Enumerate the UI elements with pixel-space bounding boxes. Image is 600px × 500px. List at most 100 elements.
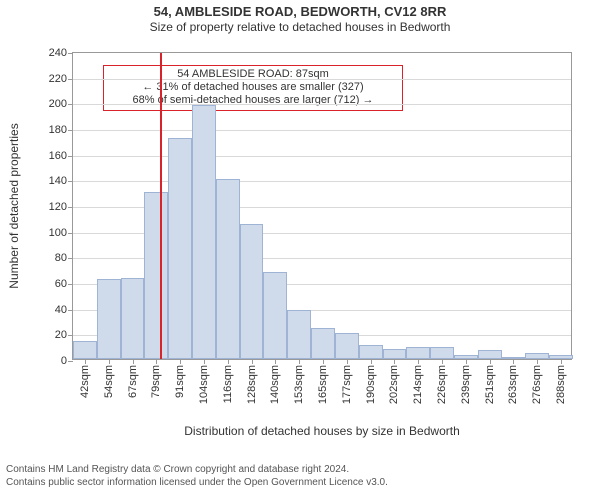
histogram-bar (192, 105, 216, 359)
x-tick-label: 177sqm (341, 365, 353, 404)
x-tick-mark (228, 359, 229, 364)
x-tick-label: 288sqm (555, 365, 567, 404)
gridline (73, 156, 571, 157)
gridline (73, 104, 571, 105)
y-tick-label: 80 (55, 252, 67, 264)
x-tick-label: 79sqm (150, 365, 162, 398)
y-tick-mark (68, 104, 73, 105)
y-tick-label: 20 (55, 329, 67, 341)
x-tick-mark (299, 359, 300, 364)
y-tick-label: 180 (49, 124, 67, 136)
x-tick-label: 239sqm (460, 365, 472, 404)
histogram-bar (168, 138, 192, 359)
y-tick-mark (68, 79, 73, 80)
x-tick-label: 276sqm (531, 365, 543, 404)
y-tick-label: 220 (49, 73, 67, 85)
x-tick-mark (323, 359, 324, 364)
x-tick-mark (418, 359, 419, 364)
x-tick-label: 153sqm (293, 365, 305, 404)
x-tick-label: 190sqm (365, 365, 377, 404)
x-tick-mark (109, 359, 110, 364)
y-tick-label: 40 (55, 304, 67, 316)
figure: { "title": "54, AMBLESIDE ROAD, BEDWORTH… (0, 0, 600, 500)
x-tick-label: 42sqm (79, 365, 91, 398)
y-tick-mark (68, 156, 73, 157)
y-tick-label: 240 (49, 47, 67, 59)
page-subtitle: Size of property relative to detached ho… (0, 20, 600, 35)
x-tick-label: 104sqm (198, 365, 210, 404)
histogram-bar (240, 224, 264, 359)
histogram-bar (287, 310, 311, 359)
x-tick-mark (371, 359, 372, 364)
histogram-bar (406, 347, 430, 359)
y-tick-mark (68, 361, 73, 362)
y-tick-label: 140 (49, 175, 67, 187)
x-tick-label: 128sqm (246, 365, 258, 404)
footer-line: Contains public sector information licen… (6, 477, 388, 490)
y-tick-label: 160 (49, 150, 67, 162)
histogram-plot: 54 AMBLESIDE ROAD: 87sqm← 31% of detache… (72, 52, 572, 360)
histogram-bar (478, 350, 502, 359)
x-tick-mark (85, 359, 86, 364)
histogram-bar (263, 272, 287, 359)
x-tick-label: 226sqm (436, 365, 448, 404)
y-tick-mark (68, 284, 73, 285)
histogram-bar (97, 279, 121, 359)
histogram-bar (311, 328, 335, 359)
gridline (73, 181, 571, 182)
x-tick-mark (133, 359, 134, 364)
x-tick-label: 165sqm (317, 365, 329, 404)
x-tick-mark (466, 359, 467, 364)
x-tick-mark (204, 359, 205, 364)
x-tick-label: 67sqm (127, 365, 139, 398)
histogram-bar (216, 179, 240, 359)
page-title: 54, AMBLESIDE ROAD, BEDWORTH, CV12 8RR (0, 0, 600, 20)
x-tick-mark (442, 359, 443, 364)
y-axis-label: Number of detached properties (7, 123, 21, 288)
x-axis-label: Distribution of detached houses by size … (72, 424, 572, 438)
x-tick-label: 91sqm (174, 365, 186, 398)
annotation-line: 68% of semi-detached houses are larger (… (110, 94, 396, 107)
histogram-bar (430, 347, 454, 359)
y-tick-label: 0 (61, 355, 67, 367)
y-tick-label: 120 (49, 201, 67, 213)
y-tick-mark (68, 335, 73, 336)
x-tick-mark (513, 359, 514, 364)
x-tick-mark (537, 359, 538, 364)
y-tick-mark (68, 310, 73, 311)
gridline (73, 79, 571, 80)
y-tick-mark (68, 207, 73, 208)
x-tick-label: 251sqm (484, 365, 496, 404)
y-tick-mark (68, 258, 73, 259)
gridline (73, 130, 571, 131)
y-tick-mark (68, 233, 73, 234)
annotation-line: ← 31% of detached houses are smaller (32… (110, 81, 396, 94)
x-tick-label: 140sqm (269, 365, 281, 404)
y-tick-mark (68, 53, 73, 54)
footer-line: Contains HM Land Registry data © Crown c… (6, 464, 388, 477)
y-tick-label: 60 (55, 278, 67, 290)
x-tick-mark (180, 359, 181, 364)
histogram-bar (73, 341, 97, 359)
x-tick-mark (156, 359, 157, 364)
x-tick-mark (252, 359, 253, 364)
x-tick-mark (561, 359, 562, 364)
x-tick-label: 263sqm (507, 365, 519, 404)
y-tick-mark (68, 130, 73, 131)
x-tick-mark (347, 359, 348, 364)
footer-attribution: Contains HM Land Registry data © Crown c… (6, 464, 388, 489)
x-tick-label: 202sqm (388, 365, 400, 404)
histogram-bar (121, 278, 145, 359)
histogram-bar (144, 192, 168, 359)
y-tick-label: 100 (49, 227, 67, 239)
x-tick-mark (490, 359, 491, 364)
histogram-bar (359, 345, 383, 359)
x-tick-label: 116sqm (222, 365, 234, 403)
histogram-bar (383, 349, 407, 359)
x-tick-mark (394, 359, 395, 364)
y-tick-mark (68, 181, 73, 182)
x-tick-mark (275, 359, 276, 364)
x-tick-label: 54sqm (103, 365, 115, 398)
x-tick-label: 214sqm (412, 365, 424, 404)
y-tick-label: 200 (49, 98, 67, 110)
